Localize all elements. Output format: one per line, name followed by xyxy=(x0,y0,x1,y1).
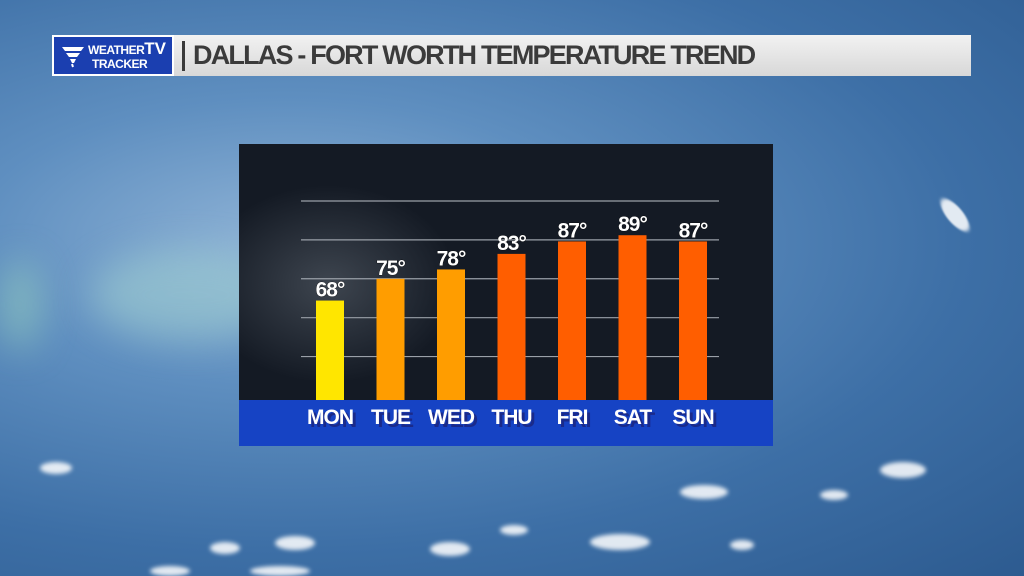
value-label-thu: 83° xyxy=(497,232,526,255)
bar-wed xyxy=(437,269,465,400)
panel-glow xyxy=(239,184,459,384)
day-label-shadow: MON xyxy=(310,409,356,432)
day-strip xyxy=(239,400,773,446)
day-label-tue: TUE xyxy=(371,406,411,429)
day-label-wed: WED xyxy=(428,406,475,429)
day-label-shadow: WED xyxy=(431,409,478,432)
cloud xyxy=(880,462,926,478)
sun-haze-2 xyxy=(0,260,40,350)
value-label-tue: 75° xyxy=(376,257,405,280)
bar-fri xyxy=(558,241,586,400)
logo-line-2: TRACKER xyxy=(92,57,148,71)
bar-mon xyxy=(316,300,344,400)
logo-line-1: WEATHER xyxy=(88,43,145,57)
value-label-fri: 87° xyxy=(558,219,587,242)
value-label-wed: 78° xyxy=(437,247,466,270)
bar-sun xyxy=(679,241,707,400)
day-label-shadow: SAT xyxy=(617,409,656,432)
chart-panel: 68° MON MON 75° TUE TUE 78° WED WED 83° THU THU 87° F… xyxy=(239,144,773,446)
day-label-shadow: FRI xyxy=(560,409,591,432)
cloud xyxy=(40,462,72,474)
cloud xyxy=(500,525,528,535)
cloud xyxy=(730,540,754,550)
value-label-mon: 68° xyxy=(316,279,345,302)
cloud xyxy=(250,566,310,576)
title-divider xyxy=(182,40,185,71)
day-label-sat: SAT xyxy=(614,406,653,429)
bar-thu xyxy=(497,253,526,400)
value-label-sat: 89° xyxy=(618,213,647,236)
day-label-thu: THU xyxy=(491,406,531,429)
tornado-icon xyxy=(62,47,84,68)
cloud xyxy=(430,542,470,556)
logo-tv: TV xyxy=(144,39,166,58)
cloud xyxy=(275,536,315,550)
day-label-fri: FRI xyxy=(557,406,588,429)
day-label-shadow: TUE xyxy=(374,409,414,432)
day-label-sun: SUN xyxy=(672,406,713,429)
day-label-mon: MON xyxy=(307,406,353,429)
value-label-sun: 87° xyxy=(679,219,708,242)
weather-tracker-logo: WEATHER TRACKER TV xyxy=(52,35,174,76)
cloud xyxy=(590,534,650,550)
cloud xyxy=(936,194,974,236)
page-title: DALLAS - FORT WORTH TEMPERATURE TREND xyxy=(193,40,756,70)
day-label-shadow: SUN xyxy=(675,409,716,432)
temperature-chart: 68°MONMON75°TUETUE78°WEDWED83°THUTHU87°F… xyxy=(239,200,773,446)
bar-tue xyxy=(376,278,405,400)
cloud xyxy=(150,566,190,576)
bar-sat xyxy=(618,235,647,400)
cloud xyxy=(210,542,240,554)
cloud xyxy=(820,490,848,500)
cloud xyxy=(680,485,728,499)
title-bar: WEATHER TRACKER TV DALLAS - FORT WORTH T… xyxy=(52,35,971,76)
day-label-shadow: THU xyxy=(494,409,534,432)
